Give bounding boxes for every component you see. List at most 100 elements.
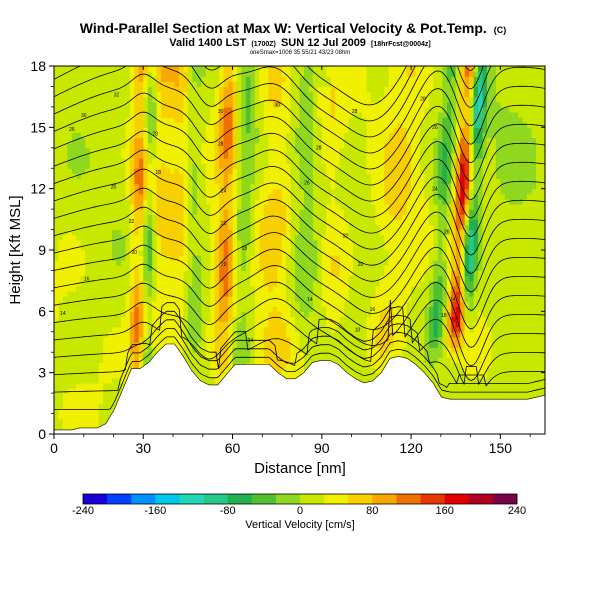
w-cell bbox=[112, 219, 118, 226]
w-cell bbox=[214, 270, 220, 277]
w-cell bbox=[353, 331, 359, 338]
w-cell bbox=[219, 306, 225, 312]
w-cell bbox=[94, 306, 100, 312]
w-cell bbox=[125, 270, 131, 277]
w-cell bbox=[143, 91, 149, 98]
w-cell bbox=[272, 132, 278, 139]
w-cell bbox=[58, 147, 64, 154]
w-cell bbox=[272, 301, 278, 307]
w-cell bbox=[143, 239, 149, 246]
w-cell bbox=[147, 352, 153, 358]
w-cell bbox=[210, 66, 216, 72]
w-cell bbox=[205, 316, 211, 323]
w-cell bbox=[286, 132, 292, 139]
w-cell bbox=[317, 142, 323, 149]
w-cell bbox=[237, 224, 243, 231]
w-cell bbox=[183, 326, 189, 333]
w-cell bbox=[103, 413, 109, 420]
w-cell bbox=[80, 137, 86, 144]
w-cell bbox=[219, 214, 225, 220]
w-cell bbox=[330, 275, 336, 282]
w-cell bbox=[348, 132, 354, 139]
w-cell bbox=[299, 183, 305, 190]
w-cell bbox=[326, 117, 332, 123]
w-cell bbox=[80, 81, 86, 88]
w-cell bbox=[223, 152, 229, 159]
w-cell bbox=[187, 290, 193, 297]
w-cell bbox=[312, 132, 318, 139]
w-cell bbox=[76, 91, 82, 98]
w-cell bbox=[156, 142, 162, 149]
w-cell bbox=[112, 96, 118, 103]
w-cell bbox=[272, 188, 278, 195]
w-cell bbox=[254, 352, 260, 358]
w-cell bbox=[250, 173, 256, 180]
w-cell bbox=[80, 178, 86, 185]
w-cell bbox=[98, 137, 104, 144]
w-cell bbox=[241, 117, 247, 123]
w-cell bbox=[183, 229, 189, 236]
w-cell bbox=[107, 122, 113, 128]
w-cell bbox=[205, 214, 211, 220]
w-cell bbox=[210, 342, 216, 348]
w-cell bbox=[89, 101, 95, 108]
w-cell bbox=[138, 275, 144, 282]
w-cell bbox=[54, 331, 60, 338]
w-cell bbox=[196, 372, 202, 379]
w-cell bbox=[112, 311, 118, 318]
w-cell bbox=[152, 173, 158, 180]
w-cell bbox=[76, 183, 82, 190]
w-cell bbox=[129, 168, 135, 174]
w-cell bbox=[299, 106, 305, 113]
w-cell bbox=[205, 260, 211, 266]
w-cell bbox=[152, 163, 158, 169]
w-cell bbox=[54, 204, 60, 210]
w-cell bbox=[210, 255, 216, 261]
w-cell bbox=[272, 183, 278, 190]
w-cell bbox=[107, 152, 113, 159]
w-cell bbox=[303, 147, 310, 154]
w-cell bbox=[254, 357, 260, 364]
w-cell bbox=[295, 81, 301, 88]
w-cell bbox=[268, 326, 274, 333]
w-cell bbox=[152, 244, 158, 251]
w-cell bbox=[85, 423, 91, 430]
w-cell bbox=[219, 127, 225, 134]
w-cell bbox=[299, 204, 305, 210]
w-cell bbox=[232, 96, 238, 103]
w-cell bbox=[98, 117, 104, 123]
w-cell bbox=[254, 214, 260, 220]
w-cell bbox=[192, 352, 198, 358]
w-cell bbox=[259, 331, 265, 338]
w-cell bbox=[174, 142, 180, 149]
w-cell bbox=[295, 101, 301, 108]
w-cell bbox=[120, 132, 127, 139]
w-cell bbox=[254, 265, 260, 272]
w-cell bbox=[277, 229, 283, 236]
w-cell bbox=[286, 193, 292, 200]
w-cell bbox=[241, 316, 247, 323]
w-cell bbox=[259, 137, 265, 144]
w-cell bbox=[85, 275, 91, 282]
w-cell bbox=[263, 127, 269, 134]
w-cell bbox=[303, 101, 310, 108]
w-cell bbox=[161, 260, 167, 266]
w-cell bbox=[161, 127, 167, 134]
w-cell bbox=[54, 122, 60, 128]
w-cell bbox=[263, 117, 269, 123]
w-cell bbox=[80, 239, 86, 246]
w-cell bbox=[129, 132, 135, 139]
w-cell bbox=[237, 229, 243, 236]
w-cell bbox=[210, 81, 216, 88]
w-cell bbox=[170, 311, 176, 318]
w-cell bbox=[201, 91, 207, 98]
w-cell bbox=[263, 224, 269, 231]
w-cell bbox=[62, 91, 68, 98]
w-cell bbox=[223, 367, 229, 374]
w-cell bbox=[129, 173, 135, 180]
w-cell bbox=[165, 86, 171, 93]
w-cell bbox=[214, 367, 220, 374]
w-cell bbox=[237, 285, 243, 292]
w-cell bbox=[237, 137, 243, 144]
w-cell bbox=[250, 347, 256, 353]
